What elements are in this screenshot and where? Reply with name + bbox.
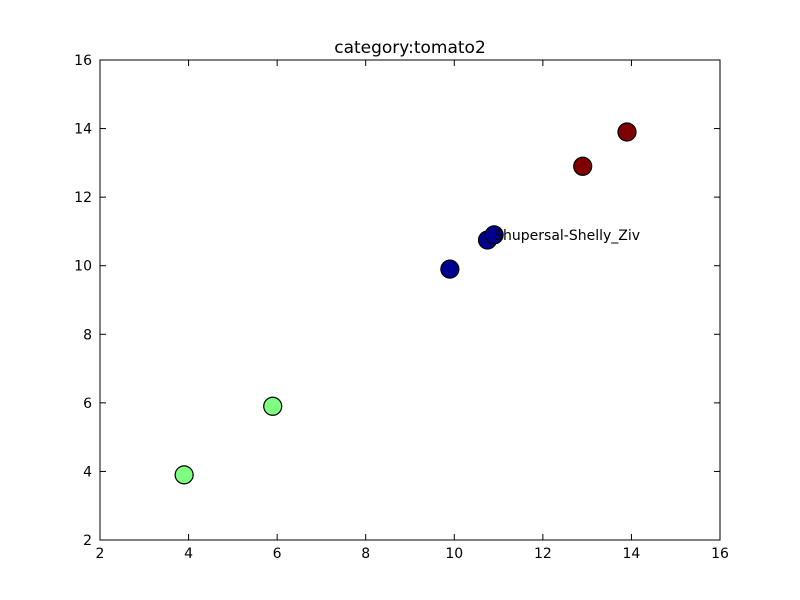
x-tick-label: 6 bbox=[273, 546, 282, 562]
scatter-point bbox=[484, 225, 504, 245]
x-tick-label: 14 bbox=[623, 546, 641, 562]
y-tick-label: 16 bbox=[74, 53, 92, 69]
y-tick-label: 14 bbox=[74, 122, 92, 138]
x-tick-label: 8 bbox=[361, 546, 370, 562]
y-tick-label: 6 bbox=[83, 396, 92, 412]
scatter-point bbox=[263, 396, 283, 416]
y-tick-label: 4 bbox=[83, 464, 92, 480]
x-tick-label: 12 bbox=[534, 546, 552, 562]
y-tick-label: 10 bbox=[74, 259, 92, 275]
y-tick-label: 2 bbox=[83, 533, 92, 549]
scatter-point bbox=[440, 259, 460, 279]
x-tick-label: 2 bbox=[96, 546, 105, 562]
y-tick-label: 12 bbox=[74, 190, 92, 206]
scatter-point bbox=[617, 122, 637, 142]
x-tick-label: 4 bbox=[184, 546, 193, 562]
x-tick-label: 10 bbox=[445, 546, 463, 562]
y-tick-label: 8 bbox=[83, 327, 92, 343]
x-tick-label: 16 bbox=[711, 546, 729, 562]
plot-frame bbox=[99, 59, 721, 541]
chart-title: category:tomato2 bbox=[334, 38, 486, 58]
point-annotation: Shupersal-Shelly_Ziv bbox=[494, 228, 640, 244]
scatter-point bbox=[174, 465, 194, 485]
scatter-point bbox=[573, 156, 593, 176]
